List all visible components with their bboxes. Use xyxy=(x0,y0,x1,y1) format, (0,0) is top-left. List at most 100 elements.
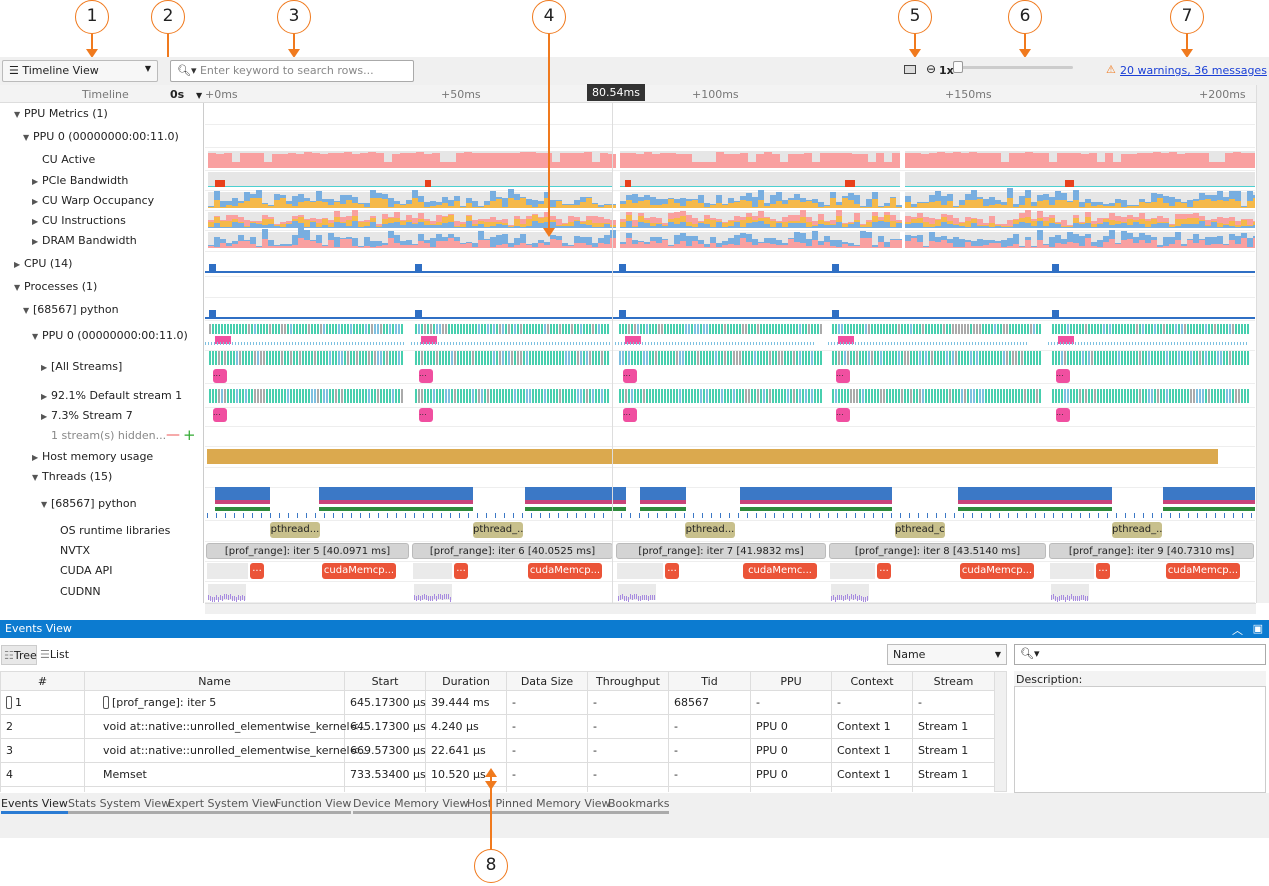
caret-right-icon[interactable]: ▶ xyxy=(41,392,48,401)
zoom-slider[interactable] xyxy=(955,66,1073,69)
cuda-api-memcpy[interactable]: cudaMemcp... xyxy=(528,563,602,579)
column-header[interactable]: Name xyxy=(84,671,345,691)
tree-row[interactable]: ▼ PPU Metrics (1) xyxy=(14,107,108,120)
tree-row[interactable]: ▼ [68567] python xyxy=(41,497,137,510)
tree-row[interactable]: CUDA API xyxy=(50,564,112,577)
tree-button[interactable]: ☷Tree xyxy=(1,645,37,665)
keyboard-icon[interactable] xyxy=(904,65,916,74)
column-header[interactable]: Tid xyxy=(668,671,751,691)
tree-row[interactable]: CU Active xyxy=(32,153,95,166)
warnings-link[interactable]: 20 warnings, 36 messages xyxy=(1120,64,1267,77)
cuda-api-short[interactable]: ... xyxy=(250,563,264,579)
caret-right-icon[interactable]: ▶ xyxy=(32,197,39,206)
caret-right-icon[interactable]: ▶ xyxy=(32,237,39,246)
bottom-tab[interactable]: Events View xyxy=(1,797,68,814)
caret-down-icon[interactable]: ▼ xyxy=(32,473,39,482)
cuda-api-memcpy[interactable]: cudaMemcp... xyxy=(1166,563,1240,579)
caret-down-icon[interactable]: ▼ xyxy=(32,332,39,341)
column-header[interactable]: Data Size xyxy=(506,671,588,691)
caret-right-icon[interactable]: ▶ xyxy=(32,217,39,226)
column-header[interactable]: Stream xyxy=(912,671,994,691)
caret-right-icon[interactable]: ▶ xyxy=(41,412,48,421)
tree-row[interactable]: ▶ Host memory usage xyxy=(32,450,153,463)
tree-row[interactable]: ▼ [68567] python xyxy=(23,303,119,316)
maximize-icon[interactable]: ▣ xyxy=(1252,622,1263,635)
bottom-tab[interactable]: Host Pinned Memory View xyxy=(467,797,611,814)
time-offset-select[interactable]: 0s ▼ xyxy=(170,88,202,101)
tree-row[interactable]: ▶ CU Warp Occupancy xyxy=(32,194,154,207)
tree-row[interactable]: ▶ PCIe Bandwidth xyxy=(32,174,128,187)
timeline-horizontal-scrollbar[interactable] xyxy=(205,603,1256,614)
os-runtime-block[interactable]: pthread_co... xyxy=(895,522,945,538)
nvtx-range[interactable]: [prof_range]: iter 6 [40.0525 ms] xyxy=(412,543,613,559)
cuda-api-memcpy[interactable]: cudaMemcp... xyxy=(322,563,396,579)
os-runtime-block[interactable]: pthread... xyxy=(685,522,735,538)
bottom-tab[interactable]: Function View xyxy=(275,797,352,814)
tree-row[interactable]: ▶ 92.1% Default stream 1 xyxy=(41,389,182,402)
cuda-api-short[interactable]: ... xyxy=(877,563,891,579)
bottom-tab[interactable]: Device Memory View xyxy=(353,797,469,814)
column-header[interactable]: Throughput xyxy=(587,671,669,691)
column-header[interactable]: Context xyxy=(831,671,913,691)
tree-row[interactable]: ▼ PPU 0 (00000000:00:11.0) xyxy=(23,130,179,143)
column-header[interactable]: Start xyxy=(344,671,426,691)
table-row[interactable] xyxy=(0,786,994,792)
view-select[interactable]: ☰ Timeline View ▼ xyxy=(2,60,158,82)
timeline-canvas[interactable]: .............................. pthread...… xyxy=(205,103,1255,603)
tree-row[interactable]: ▼ PPU 0 (00000000:00:11.0) xyxy=(32,329,188,342)
cuda-api-short[interactable]: ... xyxy=(1096,563,1110,579)
os-runtime-block[interactable]: pthread_... xyxy=(1112,522,1162,538)
caret-right-icon[interactable]: ▶ xyxy=(32,453,39,462)
expand-hidden-streams-icon[interactable]: + xyxy=(183,426,196,444)
caret-down-icon[interactable]: ▼ xyxy=(41,500,48,509)
cuda-api-memcpy[interactable]: cudaMemcp... xyxy=(960,563,1034,579)
caret-right-icon[interactable]: ▶ xyxy=(41,363,48,372)
tree-row[interactable]: CUDNN xyxy=(50,585,101,598)
tree-row[interactable]: ▶ CPU (14) xyxy=(14,257,72,270)
events-search-input[interactable]: 🔍︎▾ xyxy=(1014,644,1266,665)
events-table-scrollbar[interactable] xyxy=(994,671,1007,792)
column-header[interactable]: Duration xyxy=(425,671,507,691)
os-runtime-block[interactable]: pthread... xyxy=(270,522,320,538)
nvtx-range[interactable]: [prof_range]: iter 7 [41.9832 ms] xyxy=(616,543,826,559)
nvtx-range[interactable]: [prof_range]: iter 8 [43.5140 ms] xyxy=(829,543,1046,559)
expand-box-icon[interactable] xyxy=(6,696,12,710)
search-rows-input[interactable]: 🔍︎▾ Enter keyword to search rows... xyxy=(170,60,414,82)
collapse-icon[interactable]: ︿ xyxy=(1232,624,1243,637)
column-select[interactable]: Name ▼ xyxy=(887,644,1007,665)
os-runtime-block[interactable]: pthread_... xyxy=(473,522,523,538)
cuda-api-memcpy[interactable]: cudaMemc... xyxy=(743,563,817,579)
list-button[interactable]: ☰List xyxy=(40,648,69,661)
nvtx-range[interactable]: [prof_range]: iter 5 [40.0971 ms] xyxy=(206,543,409,559)
column-header[interactable]: PPU xyxy=(750,671,832,691)
caret-down-icon[interactable]: ▼ xyxy=(23,133,30,142)
expand-box-icon[interactable] xyxy=(103,696,109,710)
bottom-tab[interactable]: Expert System View xyxy=(168,797,279,814)
tree-row[interactable]: ▼ Threads (15) xyxy=(32,470,112,483)
tree-row[interactable]: ▶ CU Instructions xyxy=(32,214,126,227)
cuda-api-short[interactable]: ... xyxy=(454,563,468,579)
zoom-out-icon[interactable]: ⊖ xyxy=(926,62,937,76)
tree-row[interactable]: ▶ 7.3% Stream 7 xyxy=(41,409,133,422)
table-row[interactable]: 4 Memset 733.53400 µs 10.520 µs - - - PPU 0 Cont… xyxy=(0,762,994,787)
caret-down-icon[interactable]: ▼ xyxy=(23,306,30,315)
tree-row[interactable]: OS runtime libraries xyxy=(50,524,170,537)
zoom-slider-handle[interactable] xyxy=(953,61,963,73)
caret-right-icon[interactable]: ▶ xyxy=(14,260,21,269)
table-row[interactable]: 2 void at::native::unrolled_elementwise_k… xyxy=(0,714,994,739)
tree-row[interactable]: NVTX xyxy=(50,544,90,557)
tree-row[interactable]: 1 stream(s) hidden... xyxy=(41,429,166,442)
bottom-tab[interactable]: Bookmarks xyxy=(608,797,670,814)
tree-row[interactable]: ▶ DRAM Bandwidth xyxy=(32,234,137,247)
table-row[interactable]: 3 void at::native::unrolled_elementwise_k… xyxy=(0,738,994,763)
nvtx-range[interactable]: [prof_range]: iter 9 [40.7310 ms] xyxy=(1049,543,1254,559)
table-row[interactable]: 1 [prof_range]: iter 5 645.17300 µs 39.444 … xyxy=(0,690,994,715)
bottom-tab[interactable]: Stats System View xyxy=(68,797,171,814)
tree-row[interactable]: ▶ [All Streams] xyxy=(41,360,122,373)
tree-row[interactable]: ▼ Processes (1) xyxy=(14,280,97,293)
collapse-hidden-streams-icon[interactable]: — xyxy=(166,427,180,443)
timeline-vertical-scrollbar[interactable] xyxy=(1256,85,1269,603)
column-header[interactable]: # xyxy=(0,671,85,691)
cuda-api-short[interactable]: ... xyxy=(665,563,679,579)
description-text[interactable] xyxy=(1014,686,1266,793)
